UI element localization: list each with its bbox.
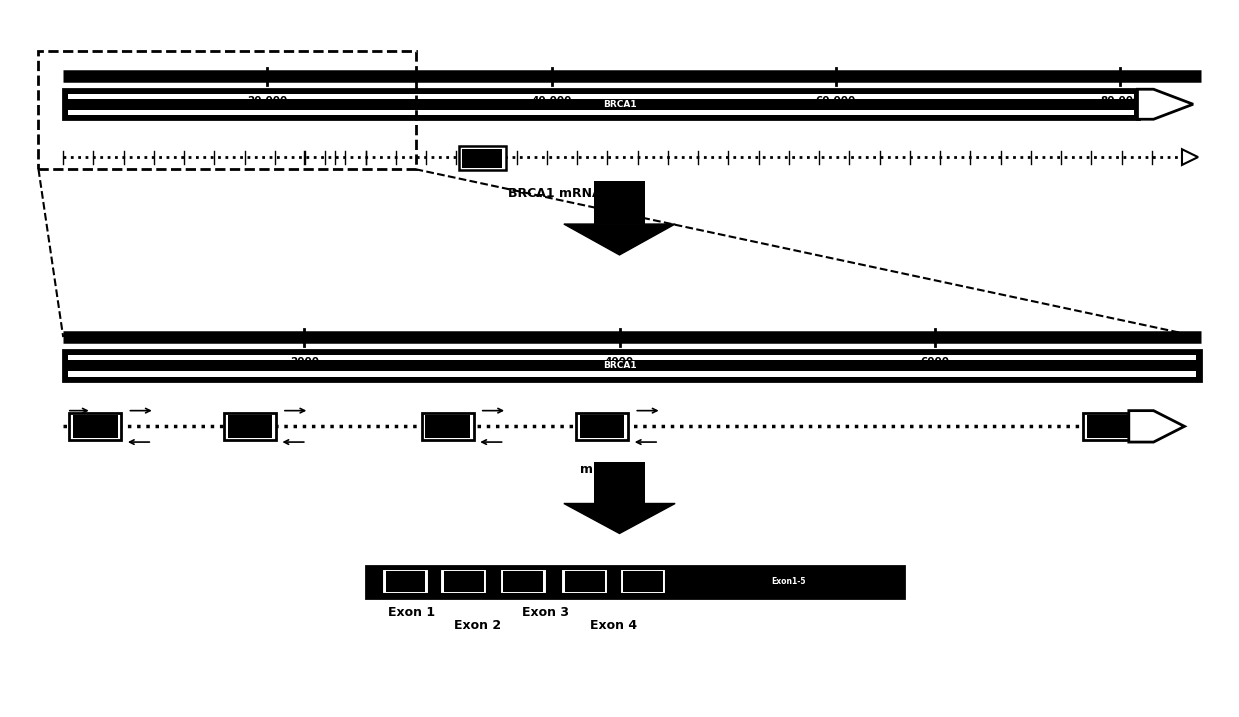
- Text: Exon 4: Exon 4: [590, 619, 637, 632]
- Bar: [499, 569, 546, 594]
- Bar: [385, 571, 425, 592]
- Polygon shape: [564, 224, 675, 255]
- Text: 20,000: 20,000: [247, 96, 287, 106]
- Text: Exon 3: Exon 3: [522, 607, 569, 619]
- Text: 4000: 4000: [605, 357, 634, 367]
- Bar: [679, 568, 897, 596]
- Bar: [440, 569, 487, 594]
- Text: BRCA1: BRCA1: [602, 100, 637, 109]
- Bar: [444, 571, 483, 592]
- Bar: [595, 462, 644, 503]
- Bar: [38, 52, 415, 169]
- Bar: [68, 360, 1196, 371]
- Bar: [561, 569, 608, 594]
- Bar: [224, 413, 276, 440]
- Bar: [623, 571, 663, 592]
- FancyArrow shape: [1182, 149, 1198, 165]
- Bar: [503, 571, 543, 592]
- Text: 2000: 2000: [290, 357, 318, 367]
- Bar: [382, 569, 429, 594]
- Bar: [63, 89, 1139, 119]
- Bar: [63, 350, 1201, 381]
- Bar: [421, 413, 473, 440]
- Bar: [1083, 413, 1135, 440]
- Bar: [68, 355, 1196, 376]
- Bar: [458, 146, 506, 170]
- Text: BRCA1 mRNA: BRCA1 mRNA: [508, 187, 602, 200]
- Text: 80,000: 80,000: [1100, 96, 1140, 106]
- Text: mRNA: mRNA: [580, 463, 622, 477]
- Polygon shape: [564, 503, 675, 533]
- Bar: [620, 569, 667, 594]
- Bar: [462, 148, 502, 168]
- Bar: [68, 99, 1134, 110]
- Bar: [580, 415, 624, 438]
- Text: BRCA1: BRCA1: [602, 361, 637, 370]
- Bar: [366, 566, 903, 598]
- Text: 40,000: 40,000: [532, 96, 571, 106]
- FancyArrow shape: [1129, 411, 1184, 442]
- Text: 6000: 6000: [921, 357, 949, 367]
- Bar: [228, 415, 273, 438]
- Bar: [69, 413, 121, 440]
- Bar: [73, 415, 118, 438]
- Bar: [565, 571, 605, 592]
- Bar: [68, 94, 1134, 115]
- Text: Exon1-5: Exon1-5: [771, 577, 805, 587]
- Bar: [1087, 415, 1131, 438]
- Bar: [576, 413, 628, 440]
- Text: 60,000: 60,000: [815, 96, 856, 106]
- Text: Exon 2: Exon 2: [453, 619, 501, 632]
- Bar: [425, 415, 470, 438]
- FancyArrow shape: [1137, 89, 1193, 119]
- Text: Exon 1: Exon 1: [388, 607, 435, 619]
- Bar: [595, 181, 644, 224]
